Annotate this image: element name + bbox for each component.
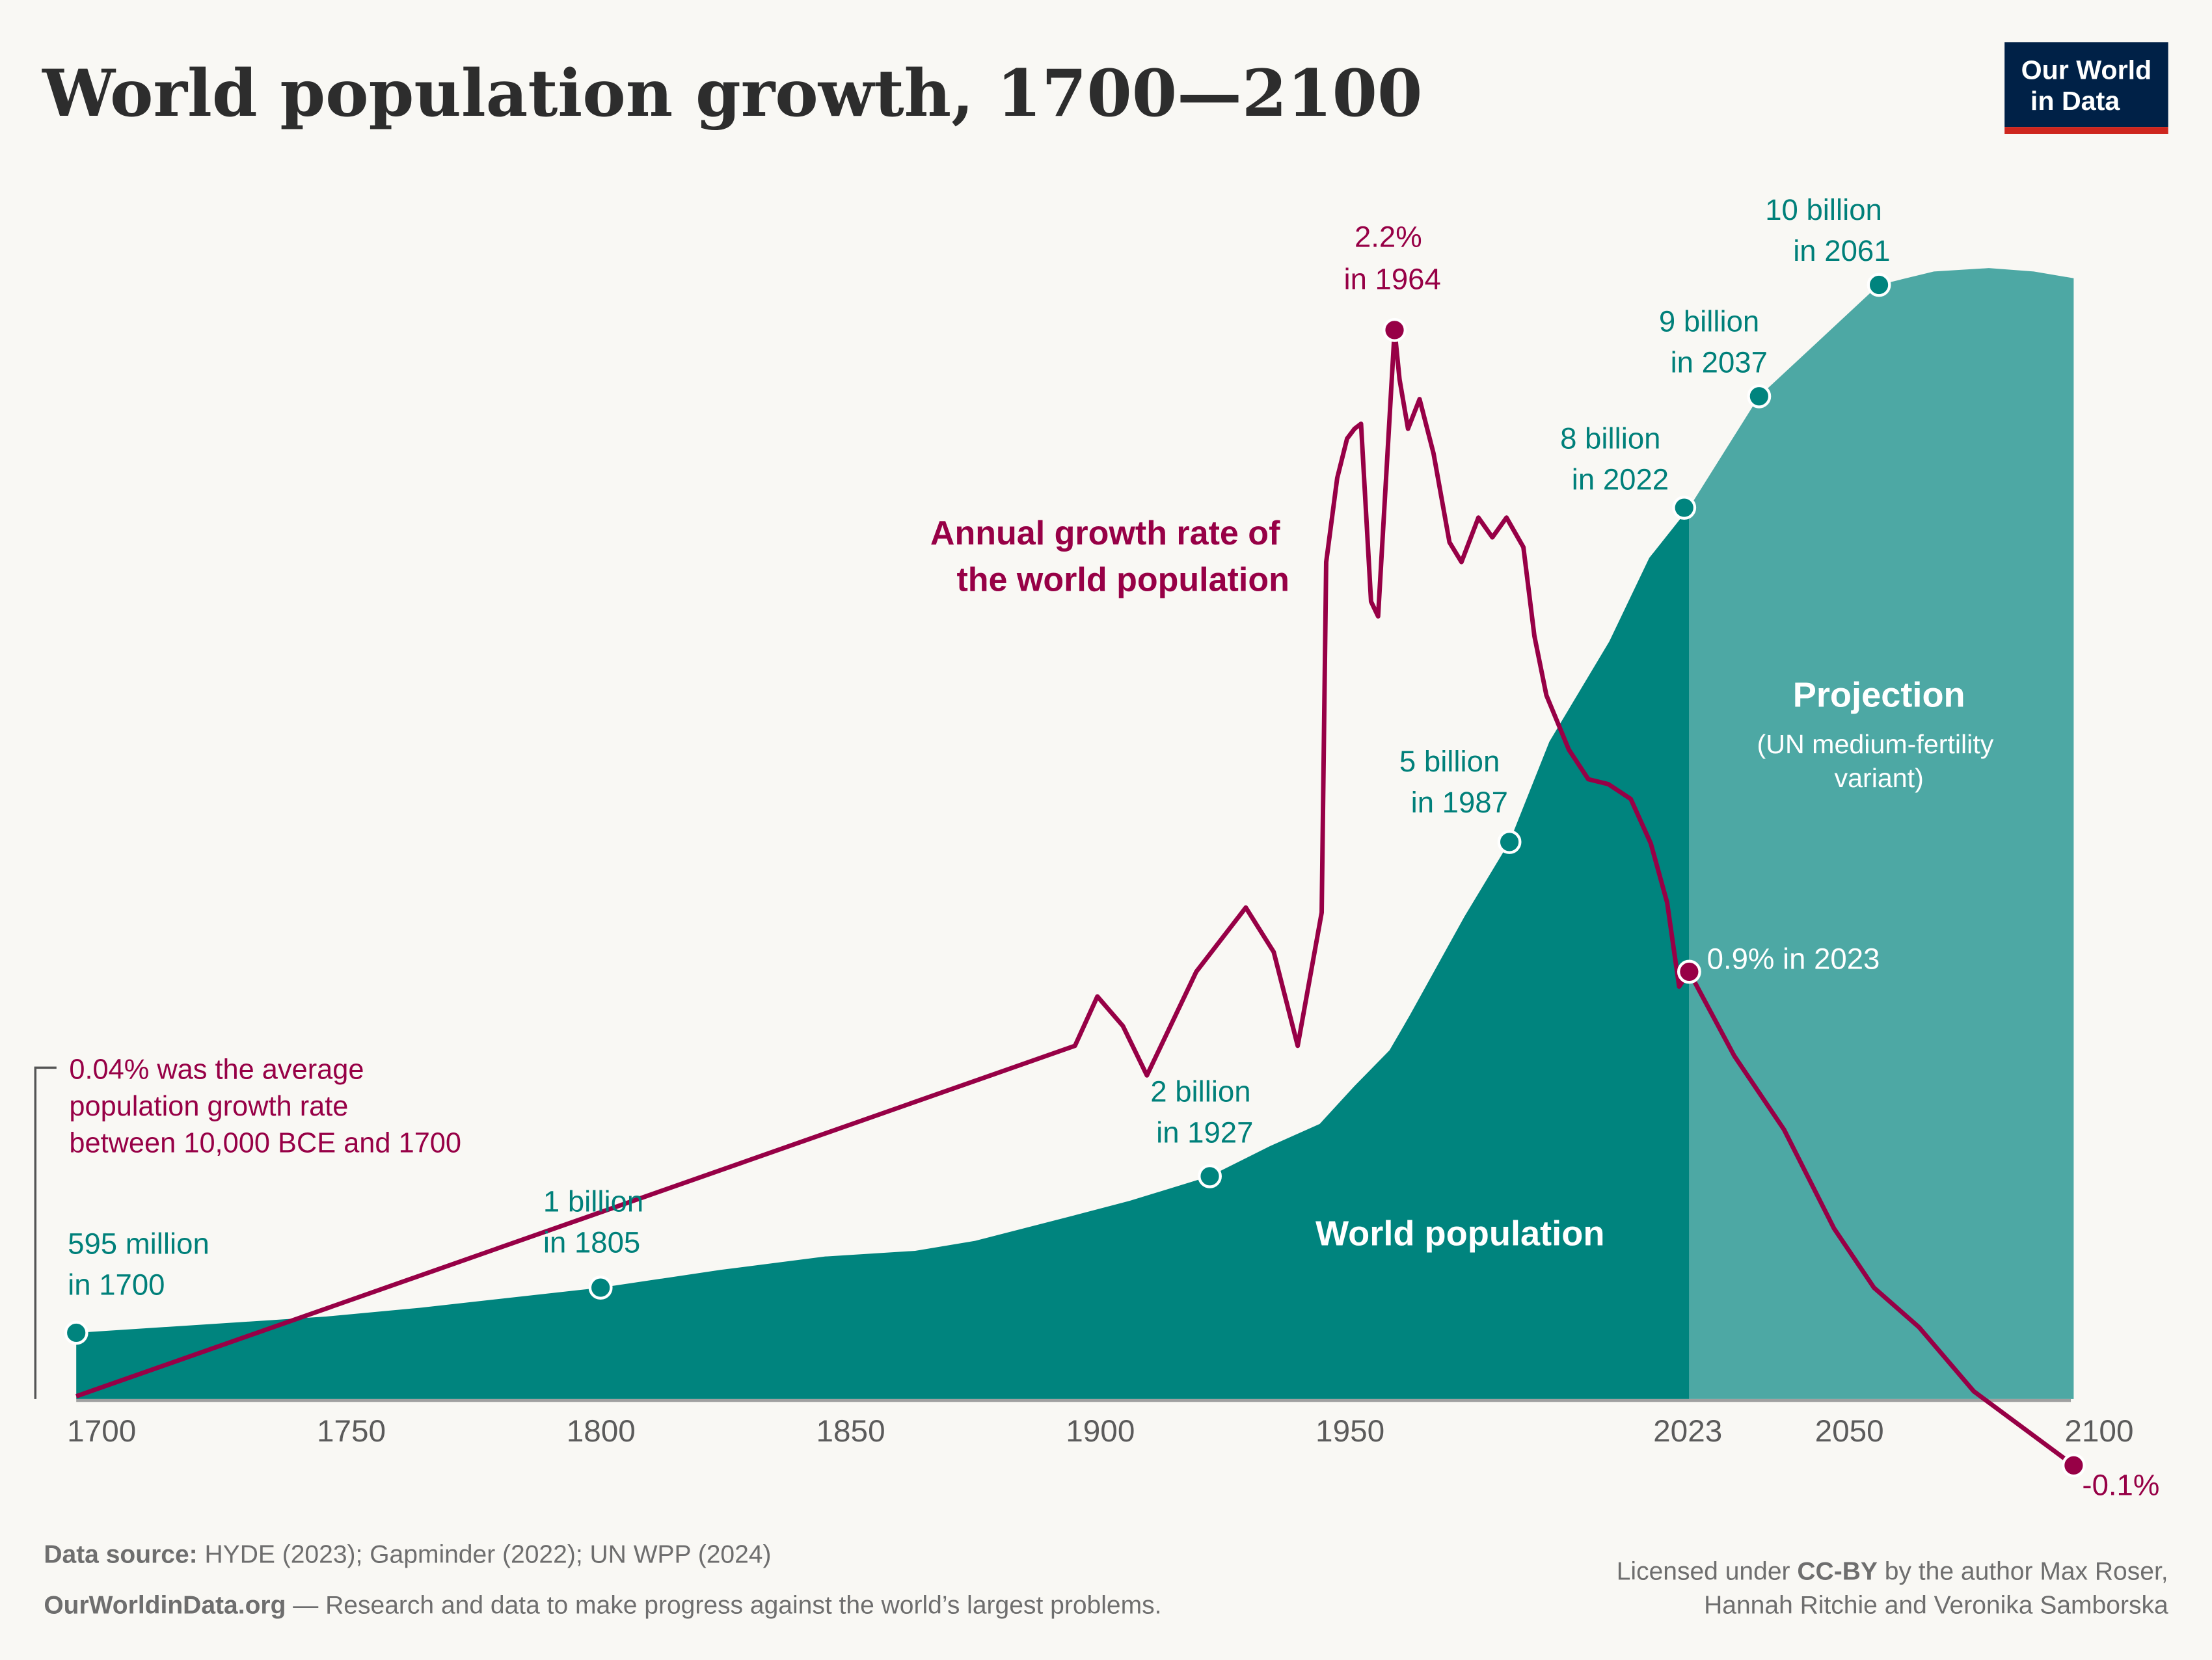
license-line-1: Licensed under CC-BY by the author Max R… — [1617, 1557, 2168, 1585]
growth-rate-dot-1964 — [1382, 317, 1407, 342]
data-source: Data source: HYDE (2023); Gapminder (202… — [44, 1540, 771, 1568]
owid-logo[interactable]: Our World in Data — [2004, 42, 2168, 134]
population-series-label: World population — [1315, 1214, 1604, 1253]
x-tick-label: 2050 — [1815, 1414, 1884, 1449]
plot-area — [64, 268, 2086, 1478]
growth-rate-dot-2100 — [2061, 1453, 2086, 1478]
population-milestone-dot-1805 — [588, 1276, 613, 1300]
site-tagline: OurWorldinData.org — Research and data t… — [44, 1591, 1161, 1619]
population-area-projection — [1689, 268, 2074, 1399]
milestone-label-2022: 8 billion in 2022 — [1560, 422, 1669, 496]
growth-series-label: Annual growth rate of the world populati… — [930, 515, 1289, 599]
x-tick-label: 2100 — [2064, 1414, 2133, 1449]
logo-line2: in Data — [2030, 86, 2120, 116]
population-milestone-dot-1700 — [64, 1320, 88, 1345]
license-line-2: Hannah Ritchie and Veronika Samborska — [1704, 1591, 2168, 1619]
historical-average-annotation: 0.04% was the average population growth … — [69, 1054, 461, 1159]
population-milestone-dot-1927 — [1198, 1164, 1222, 1188]
x-tick-label: 1850 — [816, 1414, 885, 1449]
population-milestone-dot-2037 — [1747, 384, 1772, 408]
milestone-label-1927: 2 billion in 1927 — [1150, 1075, 1259, 1149]
x-axis-ticks: 1700 1750 1800 1850 1900 1950 2023 2050 … — [67, 1414, 2133, 1449]
x-tick-label: 2023 — [1653, 1414, 1722, 1449]
logo-background — [2004, 42, 2168, 127]
peak-growth-label: 2.2% in 1964 — [1343, 220, 1440, 295]
milestone-label-1987: 5 billion in 1987 — [1399, 745, 1508, 819]
current-growth-label: 0.9% in 2023 — [1707, 943, 1880, 976]
population-milestone-dot-1987 — [1497, 830, 1522, 854]
x-tick-label: 1800 — [567, 1414, 636, 1449]
license-link[interactable]: CC-BY — [1797, 1557, 1878, 1585]
x-tick-label: 1900 — [1066, 1414, 1135, 1449]
milestone-label-2061: 10 billion in 2061 — [1765, 193, 1890, 267]
site-link[interactable]: OurWorldinData.org — [44, 1591, 286, 1619]
milestone-label-2037: 9 billion in 2037 — [1659, 305, 1768, 379]
logo-accent-bar — [2004, 127, 2168, 134]
x-tick-label: 1700 — [67, 1414, 136, 1449]
milestone-label-1700: 595 million in 1700 — [68, 1227, 217, 1302]
population-milestone-dot-2022 — [1672, 496, 1697, 520]
milestone-label-1805: 1 billion in 1805 — [543, 1185, 652, 1259]
logo-line1: Our World — [2021, 55, 2152, 85]
growth-rate-dot-2023 — [1677, 959, 1701, 984]
x-tick-label: 1950 — [1315, 1414, 1384, 1449]
historical-average-bracket — [34, 1066, 57, 1399]
x-tick-label: 1750 — [317, 1414, 386, 1449]
population-area-historical — [76, 507, 1690, 1399]
chart-title: World population growth, 1700—2100 — [42, 55, 1422, 131]
projection-label: Projection — [1793, 675, 1965, 714]
end-growth-label: -0.1% — [2082, 1468, 2159, 1501]
projection-note: (UN medium-fertility variant) — [1757, 729, 2001, 793]
population-milestone-dot-2061 — [1867, 273, 1891, 297]
